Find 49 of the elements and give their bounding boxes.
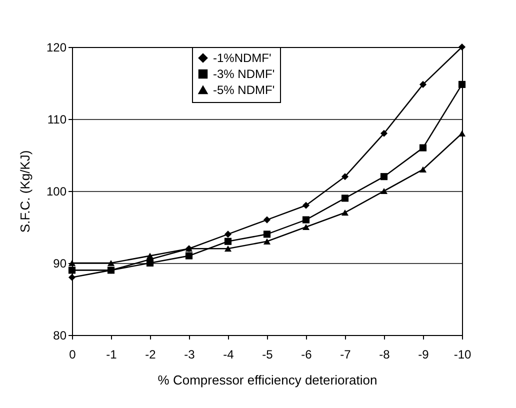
point <box>107 260 115 266</box>
x-tick-label: -8 <box>379 348 390 362</box>
y-tick-label: 100 <box>46 184 67 198</box>
point <box>458 43 466 51</box>
point <box>146 259 154 267</box>
point <box>380 130 388 137</box>
legend-label: -1%NDMF' <box>213 51 272 65</box>
point <box>341 173 349 180</box>
x-tick-label: -6 <box>301 348 312 362</box>
point <box>341 210 349 216</box>
x-tick-label: -1 <box>106 348 118 362</box>
point <box>341 194 349 202</box>
point <box>68 266 76 274</box>
x-tick-label: -2 <box>145 348 156 362</box>
y-tick-label: 80 <box>53 328 67 342</box>
point <box>107 266 115 274</box>
point <box>458 80 466 88</box>
y-tick-label: 120 <box>46 40 67 54</box>
x-tick-label: -9 <box>418 348 430 362</box>
legend-label: -3% NDMF' <box>213 67 275 81</box>
point <box>458 130 466 136</box>
point <box>263 238 271 244</box>
x-tick-label: -4 <box>223 348 234 362</box>
point <box>185 252 193 260</box>
point <box>302 202 310 209</box>
point <box>419 80 427 88</box>
point <box>146 252 154 259</box>
x-tick-label: -10 <box>454 348 472 362</box>
y-tick-label: 90 <box>53 256 67 270</box>
point <box>302 216 310 224</box>
point <box>419 144 427 152</box>
point <box>380 188 388 194</box>
x-tick-label: -5 <box>262 348 274 362</box>
point <box>263 230 271 238</box>
y-axis-title: S.F.C. (Kg/KJ) <box>17 150 32 233</box>
point <box>302 224 310 230</box>
point <box>419 166 427 172</box>
point <box>224 238 232 245</box>
point <box>263 216 271 224</box>
legend-label: -5% NDMF' <box>213 83 275 97</box>
x-tick-label: 0 <box>69 348 76 362</box>
point <box>68 274 76 281</box>
x-tick-label: -3 <box>184 348 196 362</box>
point <box>224 246 232 252</box>
x-tick-label: -7 <box>340 348 352 362</box>
point <box>380 173 388 180</box>
y-tick-label: 110 <box>47 112 67 126</box>
x-axis-title: % Compressor efficiency deterioration <box>158 372 378 388</box>
point <box>224 230 232 238</box>
